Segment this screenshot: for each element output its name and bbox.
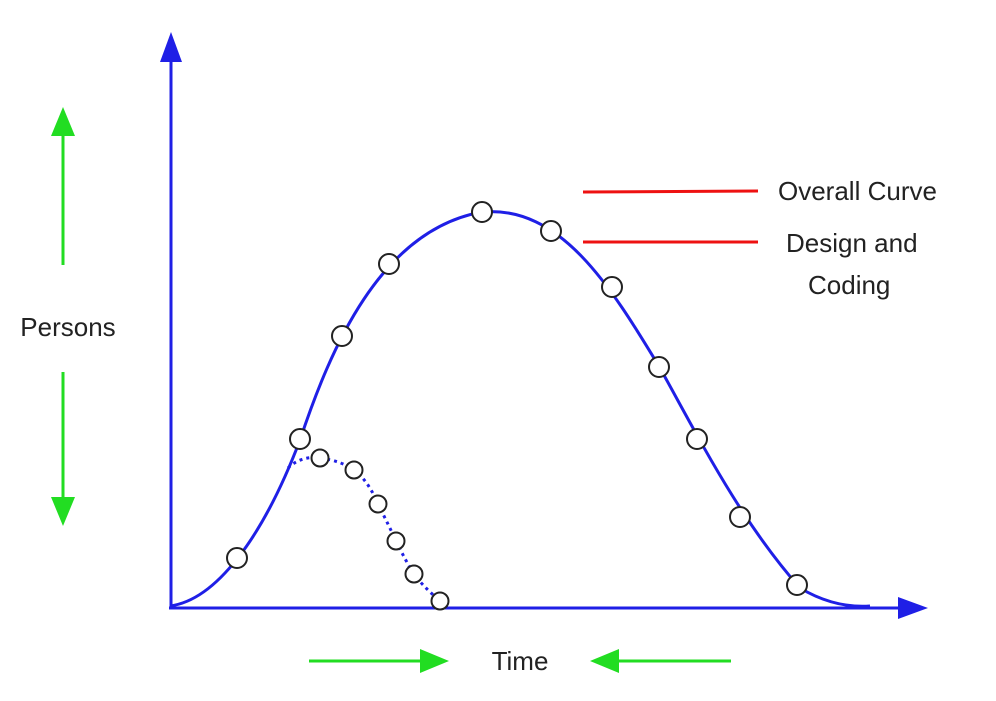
design-coding-marker — [430, 591, 450, 611]
overall-marker — [786, 574, 808, 596]
overall-marker — [601, 276, 623, 298]
overall-marker — [540, 220, 562, 242]
overall-curve-markers — [226, 201, 808, 596]
legend-label-design-coding-line1: Design and — [786, 228, 918, 258]
y-axis-arrow-icon — [160, 32, 182, 62]
persons-down-arrow-icon — [51, 497, 75, 526]
design-coding-marker — [368, 494, 388, 514]
design-coding-marker — [344, 460, 364, 480]
overall-marker — [729, 506, 751, 528]
design-coding-marker — [386, 531, 406, 551]
overall-curve — [169, 210, 871, 608]
persons-up-arrow-icon — [51, 107, 75, 136]
legend: Overall Curve Design and Coding — [582, 176, 937, 300]
x-axis-label: Time — [492, 646, 549, 676]
overall-marker — [471, 201, 493, 223]
design-coding-markers — [310, 448, 450, 611]
persons-indicator — [51, 107, 75, 526]
overall-marker — [378, 253, 400, 275]
legend-label-design-coding-line2: Coding — [808, 270, 890, 300]
design-coding-marker — [404, 564, 424, 584]
overall-marker — [226, 547, 248, 569]
design-coding-marker — [310, 448, 330, 468]
y-axis-label: Persons — [20, 312, 115, 342]
time-indicator — [309, 649, 731, 673]
time-left-arrow-icon — [590, 649, 619, 673]
legend-label-overall: Overall Curve — [778, 176, 937, 206]
x-axis-arrow-icon — [898, 597, 928, 619]
axes — [160, 32, 928, 619]
overall-marker — [686, 428, 708, 450]
overall-marker — [331, 325, 353, 347]
legend-line-overall — [582, 189, 759, 194]
time-right-arrow-icon — [420, 649, 449, 673]
overall-marker — [648, 356, 670, 378]
overall-marker — [289, 428, 311, 450]
